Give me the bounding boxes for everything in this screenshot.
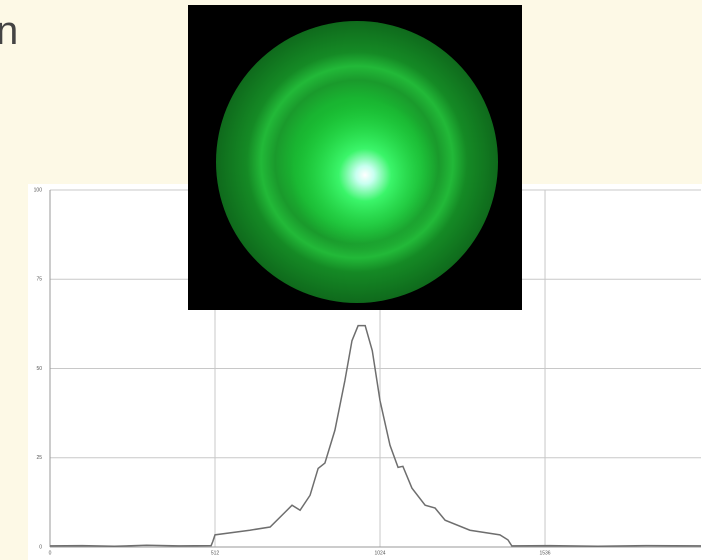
heading: n bbox=[0, 9, 18, 53]
page: n 0255075100051210241536 (() => { const … bbox=[0, 0, 702, 560]
diffraction-image bbox=[188, 5, 522, 310]
x-tick-label: 1024 bbox=[374, 550, 385, 556]
x-tick-label: 0 bbox=[49, 550, 52, 556]
y-tick-label: 25 bbox=[36, 455, 42, 461]
y-tick-label: 50 bbox=[36, 366, 42, 372]
y-tick-label: 100 bbox=[34, 187, 43, 193]
y-tick-label: 75 bbox=[36, 277, 42, 283]
x-tick-label: 512 bbox=[211, 550, 220, 556]
slide: n 0 25 50 75 100 0 512 1024 1536 bbox=[0, 0, 702, 560]
x-tick-label: 1536 bbox=[539, 550, 550, 556]
y-tick-label: 0 bbox=[39, 544, 42, 550]
